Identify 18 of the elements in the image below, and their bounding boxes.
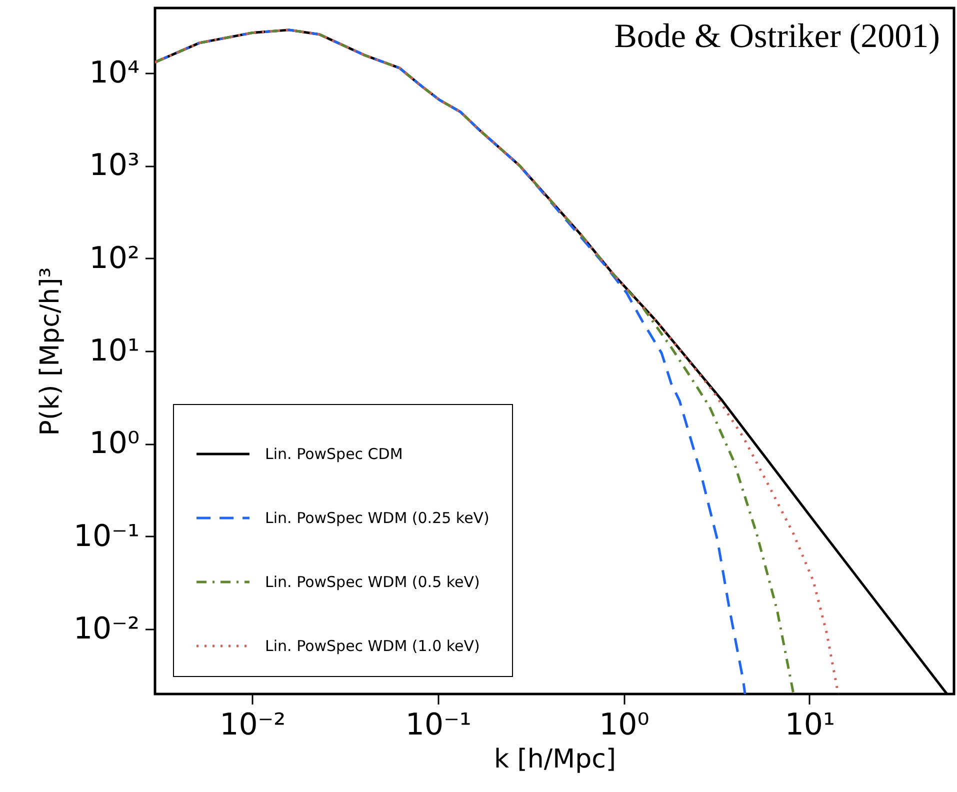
y-tick-label: 10⁻¹ [73,518,140,554]
legend-label: Lin. PowSpec CDM [265,445,403,463]
y-axis-title: P(k) [Mpc/h]³ [35,267,66,436]
y-tick-label: 10² [89,240,140,276]
legend-label: Lin. PowSpec WDM (0.25 keV) [265,509,490,527]
legend-label: Lin. PowSpec WDM (0.5 keV) [265,573,480,591]
x-tick-label: 10⁻¹ [405,708,472,742]
x-tick-label: 10⁰ [599,708,650,742]
y-tick-label: 10⁴ [89,55,140,90]
x-axis-title: k [h/Mpc] [494,744,616,774]
y-tick-label: 10¹ [89,334,140,368]
x-tick-label: 10¹ [784,708,836,742]
y-tick-label: 10³ [89,148,140,184]
y-tick-label: 10⁰ [89,426,140,462]
x-tick-label: 10⁻² [220,708,286,742]
legend-label: Lin. PowSpec WDM (1.0 keV) [265,637,480,655]
annotation: Bode & Ostriker (2001) [614,18,940,55]
y-tick-label: 10⁻² [73,612,140,647]
